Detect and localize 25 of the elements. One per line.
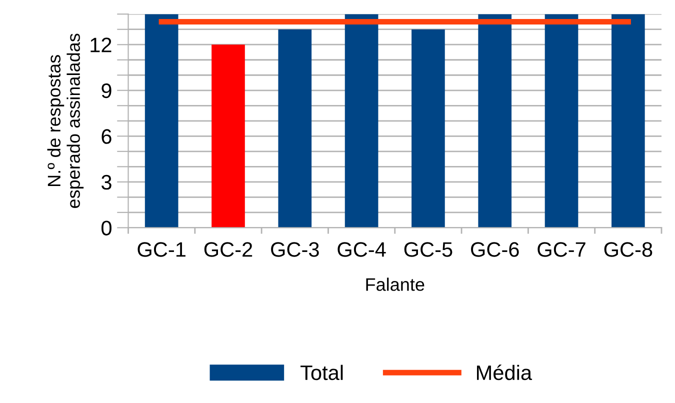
y-axis-title: N.º de respostas esperado assinaladas	[47, 34, 84, 208]
y-tick-label: 9	[102, 83, 112, 98]
bar	[344, 14, 378, 228]
x-axis-title: Falante	[366, 278, 424, 291]
y-tick-label: 3	[101, 174, 112, 190]
y-tick-label: 0	[102, 220, 112, 236]
x-tick-label: GC-8	[604, 242, 652, 257]
bar	[478, 14, 512, 228]
x-tick-label: GC-2	[204, 242, 252, 257]
bar	[544, 14, 578, 228]
bar	[278, 29, 312, 228]
y-tick-label: 12	[90, 38, 112, 52]
x-tick-label: GC-3	[271, 242, 319, 257]
bar	[612, 14, 645, 228]
x-tick-label: GC-5	[404, 242, 452, 257]
x-tick-label: GC-7	[538, 242, 586, 257]
x-tick-label: GC-4	[338, 242, 386, 257]
legend-label: Média	[477, 364, 532, 380]
bar	[212, 44, 245, 228]
bar	[412, 29, 445, 228]
x-tick-label: GC-6	[471, 242, 519, 257]
bar	[144, 14, 178, 228]
y-tick-label: 6	[102, 129, 112, 144]
legend-label: Total	[300, 364, 343, 380]
x-tick-label: GC-1	[138, 242, 186, 257]
